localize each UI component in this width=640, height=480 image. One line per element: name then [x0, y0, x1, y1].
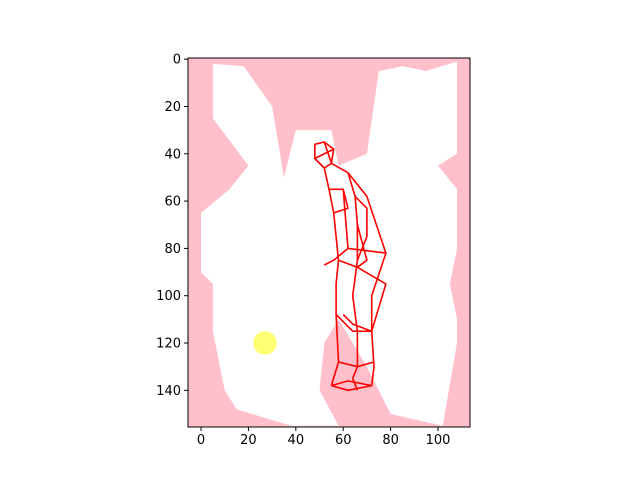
- x-tick-label: 60: [335, 433, 352, 448]
- skeleton-segment-5: [347, 172, 359, 379]
- y-tick-label: 0: [173, 53, 181, 68]
- plot-area: [188, 58, 470, 427]
- y-tick-label: 100: [156, 289, 181, 304]
- skeleton-segment-2: [314, 148, 335, 160]
- goal-marker-layer: [253, 331, 277, 355]
- x-tick-label: 40: [288, 433, 305, 448]
- skeleton-segment-10: [347, 247, 386, 254]
- free-space-region-2: [378, 153, 415, 225]
- skeleton-segment-8: [354, 195, 368, 261]
- x-tick-label: 100: [426, 433, 451, 448]
- x-tick-label: 0: [197, 433, 205, 448]
- y-tick-label: 120: [156, 337, 181, 352]
- skeleton-segment-12: [335, 314, 372, 333]
- skeleton-segment-7: [323, 189, 349, 266]
- x-tick-label: 20: [240, 433, 257, 448]
- skeleton-segment-3: [331, 162, 387, 386]
- skeleton-segment-6: [329, 188, 349, 214]
- free-space-region-1: [236, 224, 296, 296]
- y-tick-label: 60: [164, 195, 181, 210]
- skeleton-segment-14: [331, 380, 373, 392]
- y-tick-label: 20: [164, 100, 181, 115]
- skeleton-segment-15: [351, 378, 359, 391]
- y-axis: 0 20 40 60 80 100 120 140: [156, 53, 188, 399]
- skeleton-segment-13: [338, 361, 375, 368]
- skeleton-segment-9: [356, 224, 368, 268]
- y-tick-label: 40: [164, 147, 181, 162]
- skeleton-segment-11: [338, 259, 387, 333]
- y-tick-label: 80: [164, 242, 181, 257]
- skeleton-layer: [313, 141, 387, 392]
- y-tick-label: 140: [156, 384, 181, 399]
- axes-frame: [187, 57, 471, 428]
- goal-marker: [253, 331, 277, 355]
- x-axis: 0 20 40 60 80 100: [197, 427, 451, 448]
- x-tick-label: 80: [382, 433, 399, 448]
